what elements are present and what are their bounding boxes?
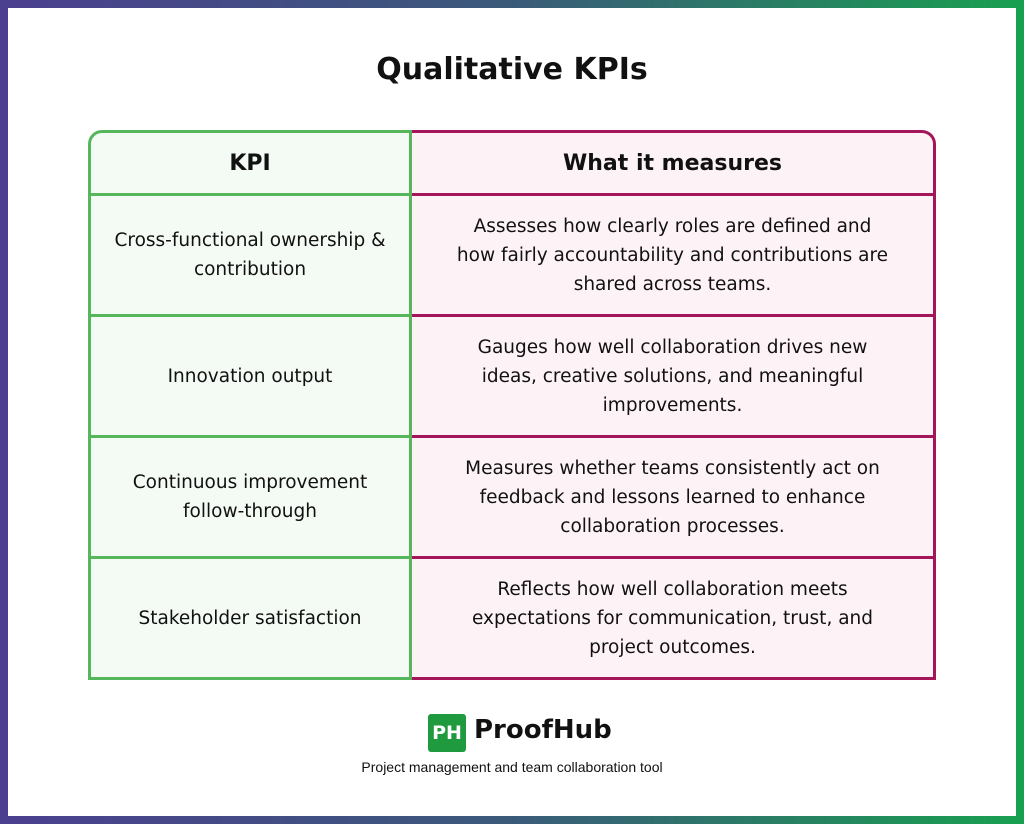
cell-text: Assesses how clearly roles are defined a… xyxy=(456,215,889,295)
table-cell: Innovation output xyxy=(91,314,409,435)
cell-text: Cross-functional ownership & contributio… xyxy=(114,230,386,280)
cell-text: Measures whether teams consistently act … xyxy=(465,457,880,537)
tagline: Project management and team collaboratio… xyxy=(361,759,663,775)
table-cell: Cross-functional ownership & contributio… xyxy=(91,193,409,314)
kpi-table: KPI Cross-functional ownership & contribu… xyxy=(88,130,936,680)
table-cell: Measures whether teams consistently act … xyxy=(412,435,933,556)
logo: PH xyxy=(428,714,466,752)
cell-text: Innovation output xyxy=(167,365,333,387)
cell-text: Gauges how well collaboration drives new… xyxy=(477,336,868,416)
brand: ProofHub xyxy=(474,715,612,745)
kpi-column: KPI Cross-functional ownership & contribu… xyxy=(88,130,412,680)
card: Qualitative KPIs KPI Cross-functional own… xyxy=(8,8,1016,816)
table-cell: Stakeholder satisfaction xyxy=(91,556,409,677)
cell-text: Reflects how well collaboration meets ex… xyxy=(471,578,874,658)
cell-text: Stakeholder satisfaction xyxy=(138,607,362,629)
table-cell: Gauges how well collaboration drives new… xyxy=(412,314,933,435)
column-header: What it measures xyxy=(563,150,782,176)
table-cell: Continuous improvement follow-through xyxy=(91,435,409,556)
column-header: KPI xyxy=(229,150,271,176)
cell-text: Continuous improvement follow-through xyxy=(132,472,368,522)
table-cell: Assesses how clearly roles are defined a… xyxy=(412,193,933,314)
title: Qualitative KPIs xyxy=(376,52,648,87)
table-cell: Reflects how well collaboration meets ex… xyxy=(412,556,933,677)
measure-column: What it measures Assesses how clearly rol… xyxy=(412,130,936,680)
